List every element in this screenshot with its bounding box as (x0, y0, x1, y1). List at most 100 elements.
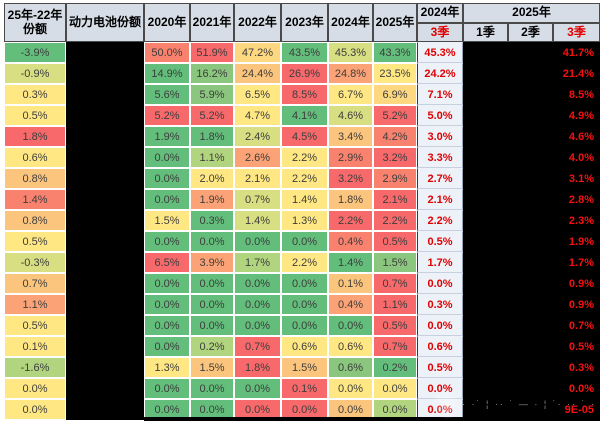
share-diff-cell: -3.9% (4, 42, 66, 63)
table-row: 0.5% 5.2% 5.2% 4.7% 4.1% 4.6% 5.2% 5.0% 4.9% (4, 105, 600, 126)
year-share-cell: 0.1% (328, 273, 373, 294)
year-share-cell: 0.2% (190, 336, 234, 357)
year-share-cell: 2.9% (373, 168, 417, 189)
q3-2024-share-cell: 0.3% (417, 294, 463, 315)
year-share-cell: 1.1% (190, 147, 234, 168)
year-share-cell: 0.0% (234, 231, 281, 252)
year-share-cell: 50.0% (144, 42, 190, 63)
header-share-diff: 25年-22年份额 (4, 3, 66, 42)
header-year-2022: 2022年 (234, 3, 281, 42)
year-share-cell: 1.4% (234, 210, 281, 231)
year-share-cell: 0.4% (328, 294, 373, 315)
share-diff-cell: 0.3% (4, 84, 66, 105)
table-row: 0.6% 0.0% 1.1% 2.6% 2.2% 2.9% 3.2% 3.3% 4.0% (4, 147, 600, 168)
year-share-cell: 0.0% (190, 315, 234, 336)
table-row: -3.9% 50.0% 51.9% 47.2% 43.5% 45.3% 43.3% 45.3%… (4, 42, 600, 420)
year-share-cell: 0.0% (234, 378, 281, 399)
header-2024-q3: 3季 (417, 23, 463, 42)
q3-2025-share-cell: 0.3% (553, 357, 600, 378)
year-share-cell: 2.2% (281, 147, 328, 168)
year-share-cell: 0.0% (144, 147, 190, 168)
year-share-cell: 0.7% (234, 189, 281, 210)
year-share-cell: 3.9% (190, 252, 234, 273)
q3-2025-share-cell: 2.3% (553, 210, 600, 231)
q3-2025-share-cell: 8.5% (553, 84, 600, 105)
table-row: 0.7% 0.0% 0.0% 0.0% 0.0% 0.1% 0.7% 0.0% 0.9% (4, 273, 600, 294)
year-share-cell: 6.7% (328, 84, 373, 105)
year-share-cell: 3.2% (328, 168, 373, 189)
year-share-cell: 0.5% (373, 315, 417, 336)
year-share-cell: 0.0% (190, 378, 234, 399)
table-row: 0.5% 0.0% 0.0% 0.0% 0.0% 0.0% 0.5% 0.0% 0.7% (4, 315, 600, 336)
table-row: 0.8% 0.0% 2.0% 2.1% 2.2% 3.2% 2.9% 2.7% 3.1% (4, 168, 600, 189)
year-share-cell: 24.4% (234, 63, 281, 84)
share-diff-cell: 1.4% (4, 189, 66, 210)
table-row: 0.1% 0.0% 0.2% 0.7% 0.6% 0.6% 0.7% 0.6% 0.5% (4, 336, 600, 357)
year-share-cell: 2.2% (281, 252, 328, 273)
year-share-cell: 1.7% (234, 252, 281, 273)
year-share-cell: 1.5% (373, 252, 417, 273)
year-share-cell: 0.6% (281, 336, 328, 357)
year-share-cell: 2.9% (328, 147, 373, 168)
year-share-cell: 45.3% (328, 42, 373, 63)
q3-2025-share-cell: 0.0% (553, 378, 600, 399)
year-share-cell: 0.5% (373, 231, 417, 252)
q3-2024-share-cell: 24.2% (417, 63, 463, 84)
q3-2024-share-cell: 2.7% (417, 168, 463, 189)
year-share-cell: 26.9% (281, 63, 328, 84)
year-share-cell: 1.9% (190, 189, 234, 210)
year-share-cell: 47.2% (234, 42, 281, 63)
table-row: 0.8% 1.5% 0.3% 1.4% 1.3% 2.2% 2.2% 2.2% 2.3% (4, 210, 600, 231)
year-share-cell: 4.1% (281, 105, 328, 126)
year-share-cell: 1.5% (144, 210, 190, 231)
year-share-cell: 0.0% (234, 399, 281, 420)
year-share-cell: 0.0% (144, 294, 190, 315)
year-share-cell: 5.9% (190, 84, 234, 105)
year-share-cell: 0.7% (373, 273, 417, 294)
year-share-cell: 5.2% (144, 105, 190, 126)
q3-2024-share-cell: 5.0% (417, 105, 463, 126)
year-share-cell: 2.2% (328, 210, 373, 231)
year-share-cell: 0.0% (328, 378, 373, 399)
q3-2024-share-cell: 0.0% (417, 315, 463, 336)
share-table: 25年-22年份额 动力电池份额 2020年 2021年 2022年 2023年… (4, 3, 600, 420)
year-share-cell: 1.5% (281, 357, 328, 378)
year-share-cell: 4.5% (281, 126, 328, 147)
year-share-cell: 0.0% (281, 273, 328, 294)
year-share-cell: 0.0% (190, 294, 234, 315)
share-diff-cell: 1.8% (4, 126, 66, 147)
year-share-cell: 6.9% (373, 84, 417, 105)
year-share-cell: 5.2% (190, 105, 234, 126)
year-share-cell: 14.9% (144, 63, 190, 84)
year-share-cell: 0.0% (144, 168, 190, 189)
header-year-2024: 2024年 (328, 3, 373, 42)
table-row: 1.4% 0.0% 1.9% 0.7% 1.4% 1.8% 2.1% 2.1% 2.8% (4, 189, 600, 210)
year-share-cell: 24.8% (328, 63, 373, 84)
table-row: -0.9% 14.9% 16.2% 24.4% 26.9% 24.8% 23.5% 24.2%… (4, 63, 600, 84)
table-bottom-black-edge (144, 417, 600, 421)
year-share-cell: 0.0% (234, 315, 281, 336)
share-diff-cell: 0.0% (4, 399, 66, 420)
year-share-cell: 0.0% (328, 399, 373, 420)
year-share-cell: 51.9% (190, 42, 234, 63)
header-year-2021: 2021年 (190, 3, 234, 42)
year-share-cell: 0.0% (144, 189, 190, 210)
share-diff-cell: 0.5% (4, 105, 66, 126)
q3-2024-share-cell: 0.6% (417, 336, 463, 357)
year-share-cell: 3.4% (328, 126, 373, 147)
share-diff-cell: 0.0% (4, 378, 66, 399)
q3-2025-share-cell: 2.8% (553, 189, 600, 210)
year-share-cell: 1.4% (328, 252, 373, 273)
table-row: 0.3% 5.6% 5.9% 6.5% 8.5% 6.7% 6.9% 7.1% 8.5% (4, 84, 600, 105)
q3-2025-share-cell: 41.7% (553, 42, 600, 63)
year-share-cell: 6.5% (234, 84, 281, 105)
q3-2025-share-cell: 0.5% (553, 336, 600, 357)
q3-2024-share-cell: 3.0% (417, 126, 463, 147)
share-diff-cell: 0.7% (4, 273, 66, 294)
q3-2024-share-cell: 2.1% (417, 189, 463, 210)
q3-2025-share-cell: 4.9% (553, 105, 600, 126)
table-row: 1.1% 0.0% 0.0% 0.0% 0.0% 0.4% 1.1% 0.3% 0.9% (4, 294, 600, 315)
q3-2024-share-cell: 2.2% (417, 210, 463, 231)
header-year-2023: 2023年 (281, 3, 328, 42)
header-year-2025: 2025年 (373, 3, 417, 42)
